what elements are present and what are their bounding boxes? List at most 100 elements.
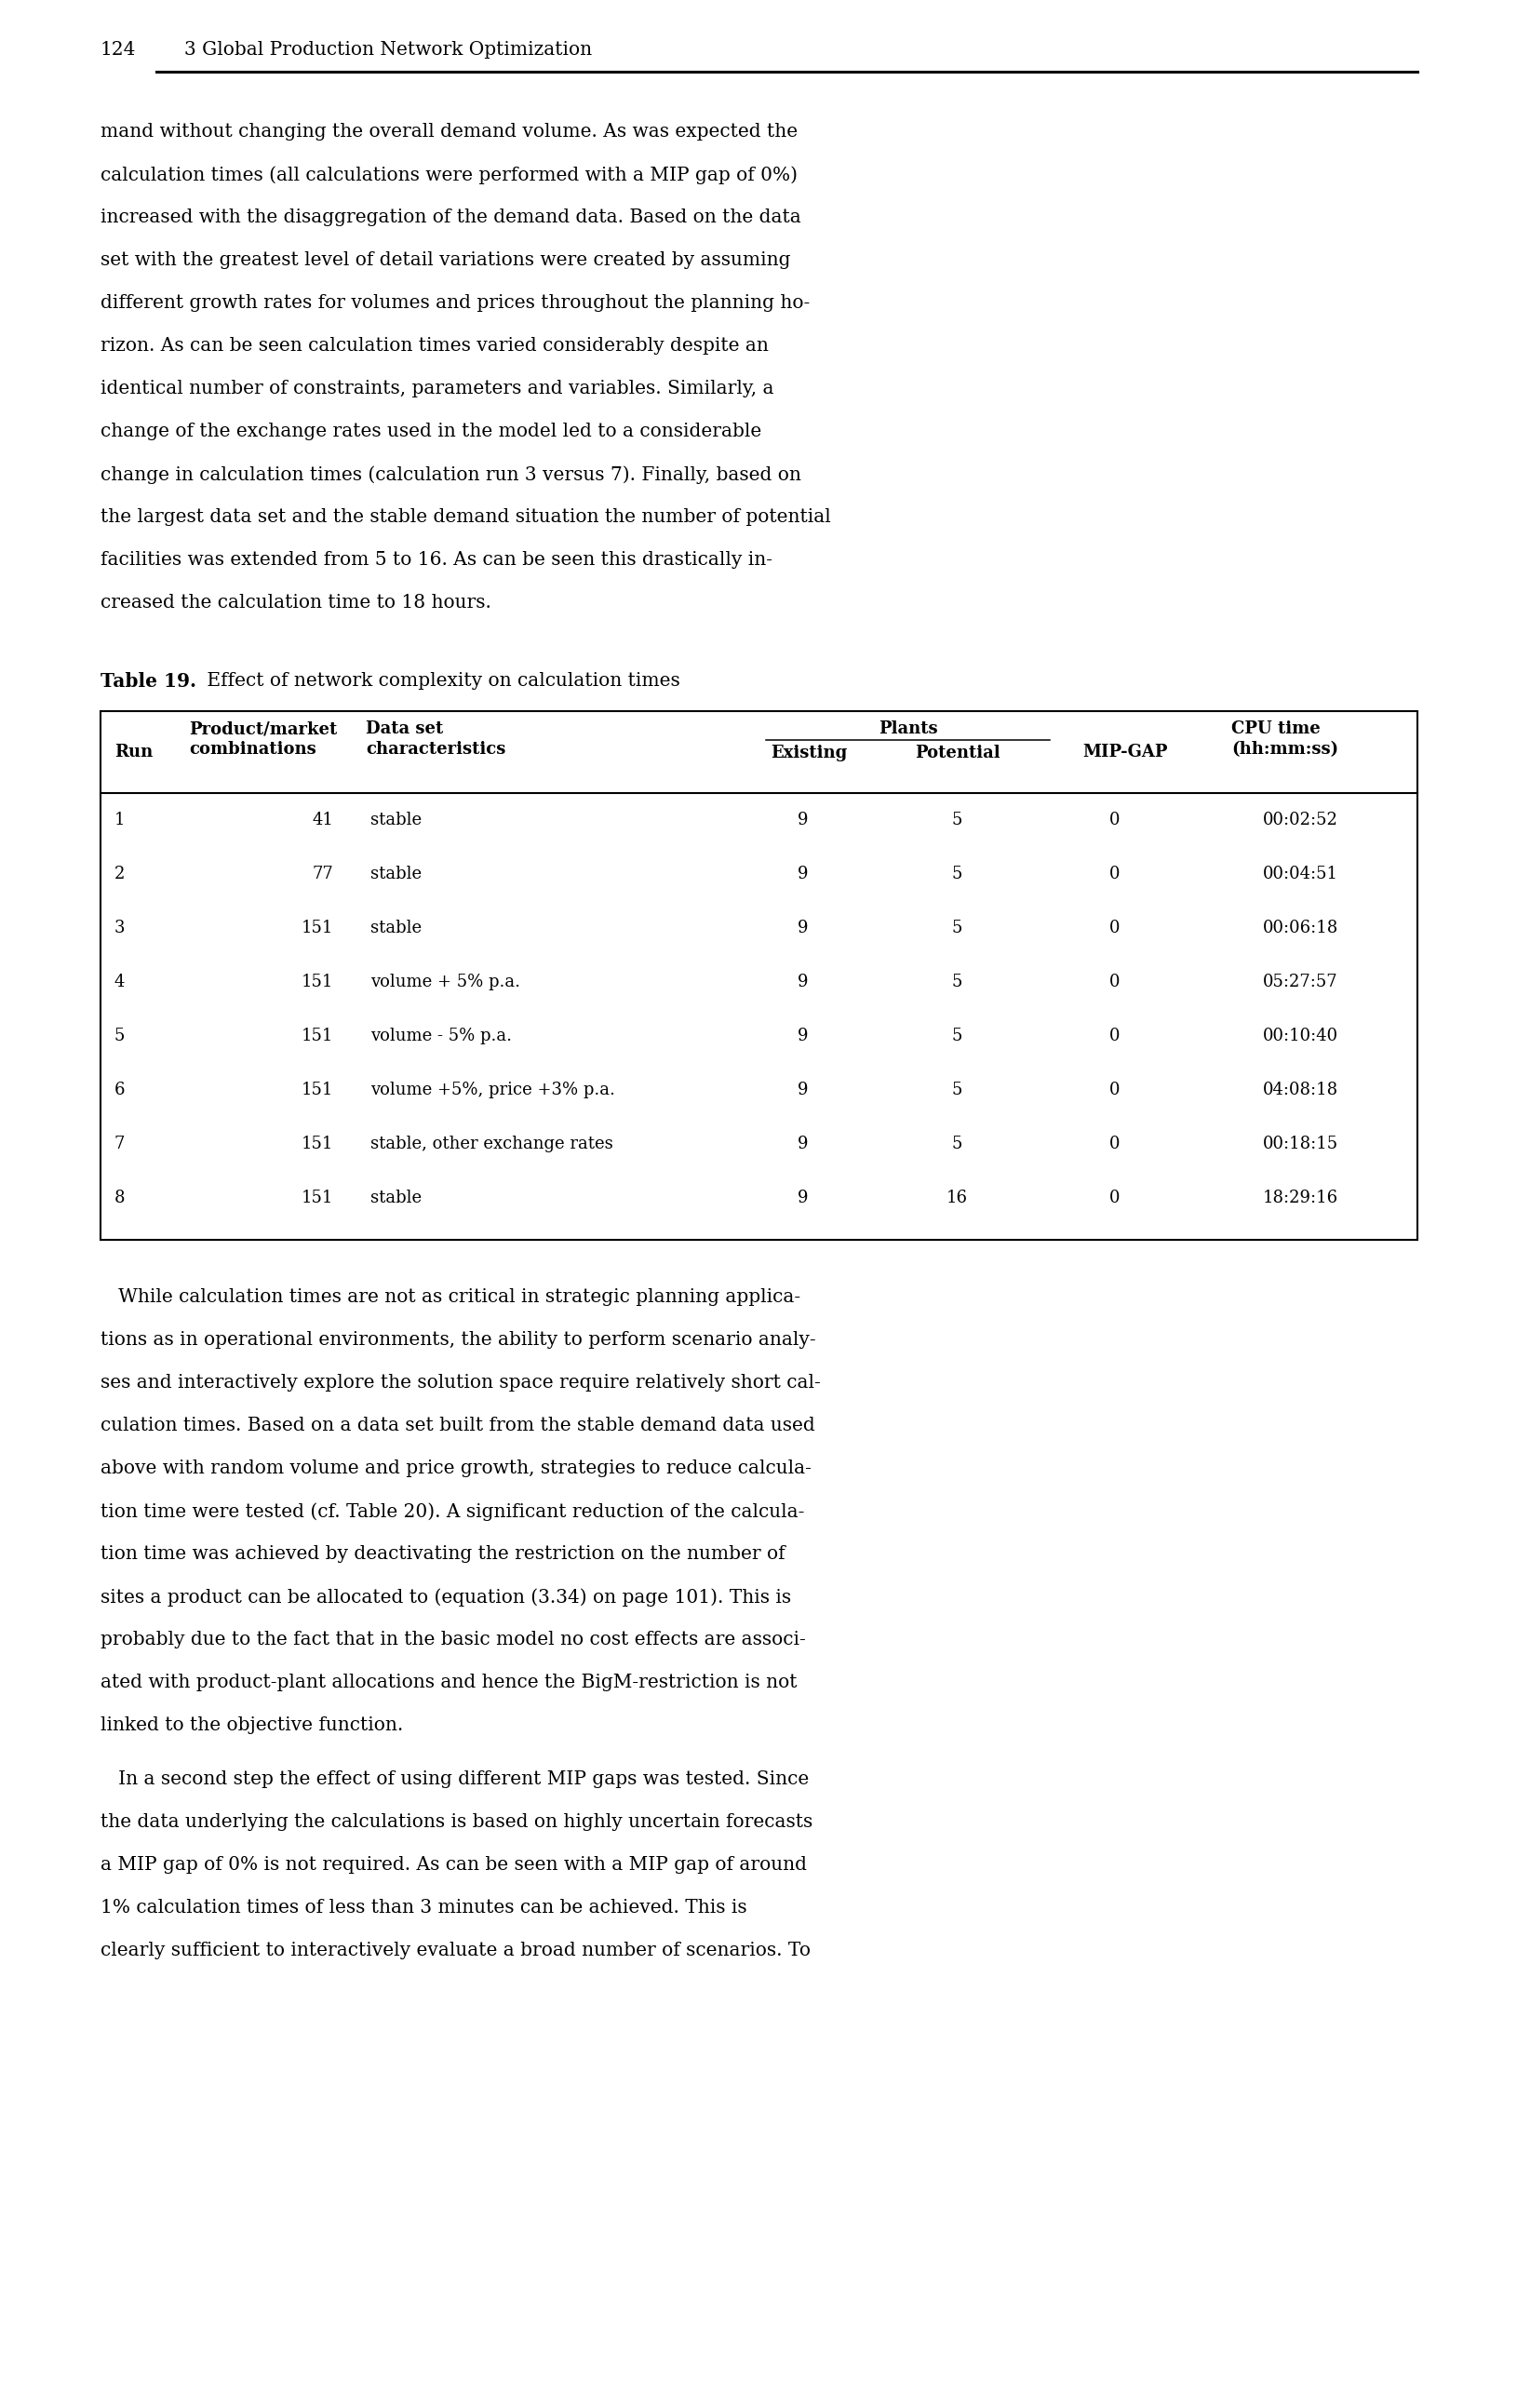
Text: Effect of network complexity on calculation times: Effect of network complexity on calculat… <box>200 672 680 689</box>
Text: 151: 151 <box>300 1190 332 1206</box>
Text: stable: stable <box>370 811 422 828</box>
Text: 5: 5 <box>951 1081 962 1098</box>
Text: 9: 9 <box>798 1081 809 1098</box>
Text: 0: 0 <box>1109 811 1120 828</box>
Text: 00:02:52: 00:02:52 <box>1262 811 1338 828</box>
Text: 41: 41 <box>311 811 332 828</box>
Text: 0: 0 <box>1109 1028 1120 1045</box>
Text: volume +5%, price +3% p.a.: volume +5%, price +3% p.a. <box>370 1081 614 1098</box>
Text: 5: 5 <box>951 1137 962 1153</box>
Text: tions as in operational environments, the ability to perform scenario analy-: tions as in operational environments, th… <box>100 1332 815 1348</box>
Text: tion time were tested (cf. Table 20). A significant reduction of the calcula-: tion time were tested (cf. Table 20). A … <box>100 1503 804 1519</box>
Text: ated with product-plant allocations and hence the BigM-restriction is not: ated with product-plant allocations and … <box>100 1674 796 1690</box>
Text: characteristics: characteristics <box>366 742 505 759</box>
Text: volume - 5% p.a.: volume - 5% p.a. <box>370 1028 511 1045</box>
Text: 5: 5 <box>114 1028 124 1045</box>
Text: 4: 4 <box>114 973 124 990</box>
Text: change in calculation times (calculation run 3 versus 7). Finally, based on: change in calculation times (calculation… <box>100 465 801 484</box>
Text: 5: 5 <box>951 811 962 828</box>
Text: 0: 0 <box>1109 1137 1120 1153</box>
Text: 5: 5 <box>951 864 962 881</box>
Text: probably due to the fact that in the basic model no cost effects are associ-: probably due to the fact that in the bas… <box>100 1630 806 1649</box>
Text: 151: 151 <box>300 973 332 990</box>
Text: volume + 5% p.a.: volume + 5% p.a. <box>370 973 520 990</box>
Text: 18:29:16: 18:29:16 <box>1262 1190 1338 1206</box>
Text: a MIP gap of 0% is not required. As can be seen with a MIP gap of around: a MIP gap of 0% is not required. As can … <box>100 1857 807 1873</box>
Text: Product/market: Product/market <box>188 720 337 737</box>
Text: set with the greatest level of detail variations were created by assuming: set with the greatest level of detail va… <box>100 250 790 270</box>
Text: above with random volume and price growth, strategies to reduce calcula-: above with random volume and price growt… <box>100 1459 812 1476</box>
Text: combinations: combinations <box>188 742 316 759</box>
Text: CPU time: CPU time <box>1230 720 1320 737</box>
Text: 9: 9 <box>798 1028 809 1045</box>
Text: 5: 5 <box>951 920 962 937</box>
Text: identical number of constraints, parameters and variables. Similarly, a: identical number of constraints, paramet… <box>100 380 774 397</box>
Text: MIP-GAP: MIP-GAP <box>1082 744 1167 761</box>
Text: 9: 9 <box>798 811 809 828</box>
Text: sites a product can be allocated to (equation (3.34) on page 101). This is: sites a product can be allocated to (equ… <box>100 1587 790 1606</box>
Text: Data set: Data set <box>366 720 443 737</box>
Text: increased with the disaggregation of the demand data. Based on the data: increased with the disaggregation of the… <box>100 209 801 226</box>
Text: mand without changing the overall demand volume. As was expected the: mand without changing the overall demand… <box>100 123 798 140</box>
Text: 151: 151 <box>300 920 332 937</box>
Text: Potential: Potential <box>915 744 1000 761</box>
Text: 0: 0 <box>1109 1081 1120 1098</box>
Text: Plants: Plants <box>878 720 938 737</box>
Text: stable: stable <box>370 920 422 937</box>
Text: the data underlying the calculations is based on highly uncertain forecasts: the data underlying the calculations is … <box>100 1813 812 1830</box>
Text: rizon. As can be seen calculation times varied considerably despite an: rizon. As can be seen calculation times … <box>100 337 768 354</box>
Text: 05:27:57: 05:27:57 <box>1262 973 1338 990</box>
Text: Run: Run <box>114 744 153 761</box>
Text: 0: 0 <box>1109 973 1120 990</box>
Text: 0: 0 <box>1109 1190 1120 1206</box>
Text: 9: 9 <box>798 973 809 990</box>
Text: different growth rates for volumes and prices throughout the planning ho-: different growth rates for volumes and p… <box>100 294 810 311</box>
Text: 151: 151 <box>300 1081 332 1098</box>
Text: 1: 1 <box>114 811 124 828</box>
Text: 77: 77 <box>313 864 332 881</box>
Text: 8: 8 <box>114 1190 124 1206</box>
Text: 7: 7 <box>114 1137 124 1153</box>
Text: Table 19.: Table 19. <box>100 672 196 691</box>
Text: In a second step the effect of using different MIP gaps was tested. Since: In a second step the effect of using dif… <box>100 1770 809 1789</box>
Text: facilities was extended from 5 to 16. As can be seen this drastically in-: facilities was extended from 5 to 16. As… <box>100 551 772 568</box>
Text: 3: 3 <box>114 920 124 937</box>
Text: 151: 151 <box>300 1028 332 1045</box>
Text: 16: 16 <box>945 1190 966 1206</box>
Text: 5: 5 <box>951 1028 962 1045</box>
Bar <box>100 710 1417 1240</box>
Text: 1% calculation times of less than 3 minutes can be achieved. This is: 1% calculation times of less than 3 minu… <box>100 1900 746 1917</box>
Text: 0: 0 <box>1109 864 1120 881</box>
Text: 5: 5 <box>951 973 962 990</box>
Text: linked to the objective function.: linked to the objective function. <box>100 1717 404 1734</box>
Text: culation times. Based on a data set built from the stable demand data used: culation times. Based on a data set buil… <box>100 1416 815 1435</box>
Text: 151: 151 <box>300 1137 332 1153</box>
Text: stable: stable <box>370 864 422 881</box>
Text: 6: 6 <box>114 1081 124 1098</box>
Text: (hh:mm:ss): (hh:mm:ss) <box>1230 742 1338 759</box>
Text: 9: 9 <box>798 864 809 881</box>
Text: 2: 2 <box>114 864 124 881</box>
Text: creased the calculation time to 18 hours.: creased the calculation time to 18 hours… <box>100 595 492 612</box>
Text: the largest data set and the stable demand situation the number of potential: the largest data set and the stable dema… <box>100 508 830 525</box>
Text: 9: 9 <box>798 920 809 937</box>
Text: clearly sufficient to interactively evaluate a broad number of scenarios. To: clearly sufficient to interactively eval… <box>100 1941 810 1960</box>
Text: stable, other exchange rates: stable, other exchange rates <box>370 1137 613 1153</box>
Text: 00:18:15: 00:18:15 <box>1262 1137 1338 1153</box>
Text: 124: 124 <box>100 41 137 58</box>
Text: While calculation times are not as critical in strategic planning applica-: While calculation times are not as criti… <box>100 1288 799 1305</box>
Text: 0: 0 <box>1109 920 1120 937</box>
Text: tion time was achieved by deactivating the restriction on the number of: tion time was achieved by deactivating t… <box>100 1546 784 1563</box>
Text: Existing: Existing <box>771 744 846 761</box>
Text: ses and interactively explore the solution space require relatively short cal-: ses and interactively explore the soluti… <box>100 1375 821 1392</box>
Text: 3 Global Production Network Optimization: 3 Global Production Network Optimization <box>184 41 592 58</box>
Text: 04:08:18: 04:08:18 <box>1262 1081 1338 1098</box>
Text: calculation times (all calculations were performed with a MIP gap of 0%): calculation times (all calculations were… <box>100 166 796 183</box>
Text: change of the exchange rates used in the model led to a considerable: change of the exchange rates used in the… <box>100 421 762 441</box>
Text: 00:06:18: 00:06:18 <box>1262 920 1338 937</box>
Text: 00:04:51: 00:04:51 <box>1262 864 1338 881</box>
Text: 00:10:40: 00:10:40 <box>1262 1028 1338 1045</box>
Text: stable: stable <box>370 1190 422 1206</box>
Text: 9: 9 <box>798 1190 809 1206</box>
Text: 9: 9 <box>798 1137 809 1153</box>
